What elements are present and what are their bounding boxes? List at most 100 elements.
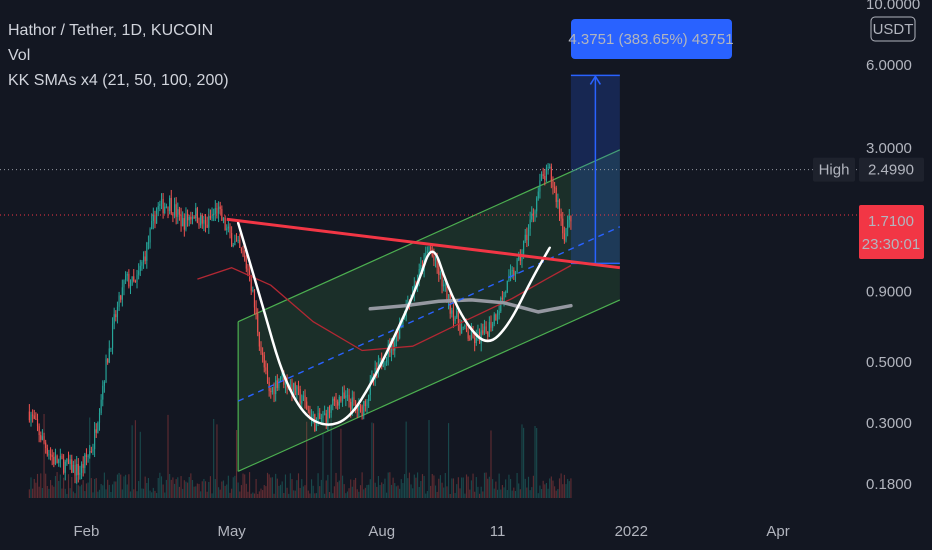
candle-body xyxy=(531,213,533,220)
volume-bar xyxy=(98,489,101,498)
volume-bar xyxy=(516,472,518,498)
candle-body xyxy=(188,216,190,221)
candle-body xyxy=(358,403,360,411)
chart-legend: Hathor / Tether, 1D, KUCOIN Vol KK SMAs … xyxy=(8,18,229,93)
candle-body xyxy=(312,414,314,416)
candle-body xyxy=(76,463,78,476)
volume-bar xyxy=(108,484,110,498)
candle-body xyxy=(136,274,138,282)
volume-bar xyxy=(368,484,370,498)
volume-bar xyxy=(118,472,120,498)
candle-body xyxy=(208,215,210,228)
candle-body xyxy=(231,233,233,247)
volume-bar xyxy=(417,472,419,498)
volume-bar xyxy=(465,474,468,498)
volume-bar xyxy=(288,493,290,498)
volume-bar xyxy=(464,493,466,498)
candle-body xyxy=(142,256,145,262)
volume-bar xyxy=(351,486,353,498)
volume-bar xyxy=(493,488,495,498)
candle-body xyxy=(394,342,396,351)
volume-bar xyxy=(211,493,213,498)
volume-bar xyxy=(180,476,182,498)
candle-body xyxy=(195,208,197,219)
volume-bar xyxy=(563,474,565,498)
currency-badge[interactable]: USDT xyxy=(870,16,916,42)
candle-body xyxy=(61,455,63,460)
volume-bar xyxy=(521,424,523,498)
volume-bar xyxy=(265,486,267,498)
candle-body xyxy=(314,414,316,432)
measure-tooltip-text: 4.3751 (383.65%) 43751 xyxy=(568,31,733,48)
candle-body xyxy=(139,265,141,271)
volume-bar xyxy=(550,476,552,498)
volume-bar xyxy=(103,472,105,498)
volume-bar xyxy=(501,484,503,498)
candle-body xyxy=(351,397,353,410)
volume-bar xyxy=(443,487,445,498)
sma-indicator-label[interactable]: KK SMAs x4 (21, 50, 100, 200) xyxy=(8,72,229,89)
volume-bar xyxy=(294,490,296,498)
candle-body xyxy=(33,415,35,419)
candle-body xyxy=(279,376,282,379)
price-tick-label: 3.0000 xyxy=(866,140,912,157)
volume-bar xyxy=(59,474,61,498)
candle-body xyxy=(493,314,495,324)
candle-body xyxy=(511,270,513,272)
candle-body xyxy=(128,274,130,287)
volume-bar xyxy=(270,477,272,498)
candle-body xyxy=(151,221,153,229)
symbol-title[interactable]: Hathor / Tether, 1D, KUCOIN xyxy=(8,22,214,39)
candle-body xyxy=(505,292,507,294)
volume-bar xyxy=(169,474,171,498)
volume-bar xyxy=(172,477,174,498)
candle-body xyxy=(390,339,393,353)
candle-body xyxy=(319,413,321,419)
volume-bar xyxy=(478,493,481,498)
volume-bar xyxy=(32,488,34,498)
candle-body xyxy=(28,411,30,421)
volume-bar xyxy=(268,474,270,498)
candle-body xyxy=(402,318,404,325)
candle-body xyxy=(149,228,151,243)
volume-bar xyxy=(371,422,373,498)
volume-bar xyxy=(324,493,326,498)
volume-bar xyxy=(266,472,269,498)
candle-body xyxy=(355,401,357,406)
volume-bar xyxy=(454,492,456,498)
candle-body xyxy=(459,323,461,334)
candle-body xyxy=(376,367,378,372)
candle-body xyxy=(382,365,384,367)
volume-bar xyxy=(129,491,132,498)
volume-bar xyxy=(110,491,112,498)
candle-body xyxy=(253,290,256,308)
candle-body xyxy=(550,166,552,181)
volume-bar xyxy=(418,486,420,498)
volume-bar xyxy=(358,491,360,498)
candle-body xyxy=(201,214,203,224)
candle-body xyxy=(386,357,388,363)
volume-indicator-label[interactable]: Vol xyxy=(8,47,31,64)
volume-bar xyxy=(218,487,220,498)
volume-bar xyxy=(310,479,313,498)
measure-arrow-head xyxy=(589,75,602,85)
candle-body xyxy=(102,385,104,400)
volume-bar xyxy=(526,487,528,498)
volume-bar xyxy=(503,487,505,498)
candle-body xyxy=(304,395,306,402)
volume-bar xyxy=(240,485,242,498)
volume-bar xyxy=(490,430,492,498)
volume-bar xyxy=(36,473,39,498)
volume-bar xyxy=(355,477,357,498)
candle-body xyxy=(263,355,265,368)
candle-body xyxy=(118,295,120,307)
candle-body xyxy=(216,208,218,214)
candle-body xyxy=(330,405,332,413)
volume-bar xyxy=(537,493,539,498)
candle-body xyxy=(211,215,213,219)
volume-bar xyxy=(105,489,107,498)
volume-bar xyxy=(80,484,83,498)
volume-bar xyxy=(248,472,251,498)
